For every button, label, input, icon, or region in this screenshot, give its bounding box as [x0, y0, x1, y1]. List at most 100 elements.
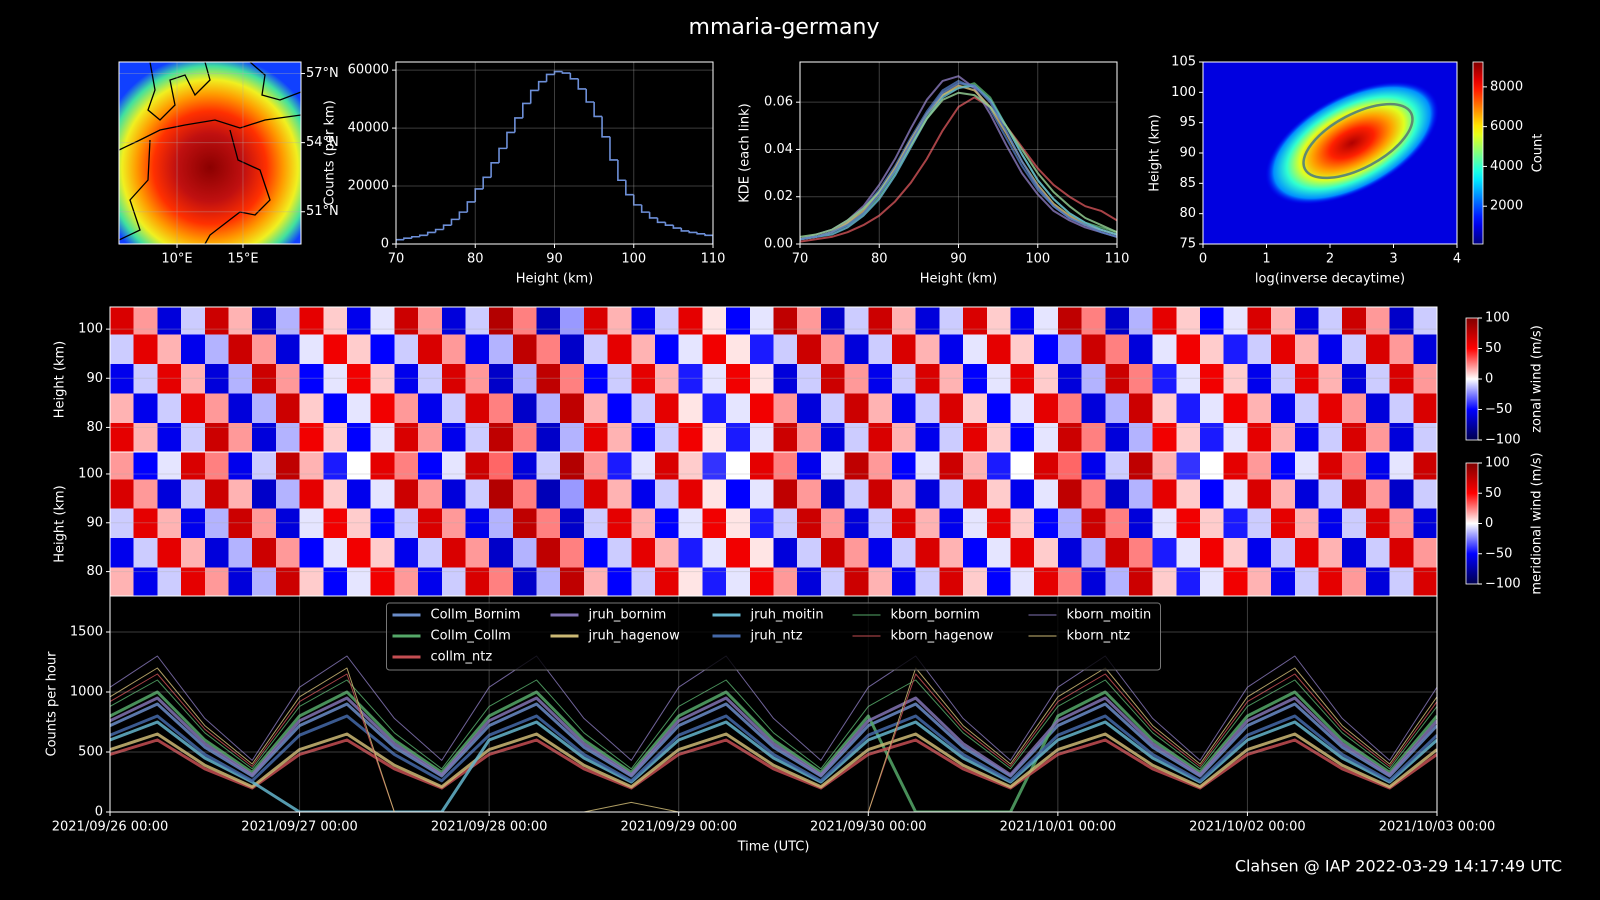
heatmap-cell	[489, 478, 514, 509]
heatmap-cell	[1318, 363, 1343, 394]
heatmap-cell	[939, 452, 964, 480]
legend-label: kborn_hagenow	[891, 629, 994, 644]
series-line	[800, 91, 1117, 238]
heatmap-cell	[891, 334, 917, 365]
heatmap-cell	[1271, 393, 1296, 424]
histogram-bin	[537, 80, 547, 91]
heatmap-cell	[726, 393, 751, 424]
y-tick-label: 54°N	[306, 135, 339, 150]
heatmap-cell	[1247, 422, 1272, 452]
plot-area	[110, 307, 1437, 452]
heatmap-cell	[607, 334, 632, 365]
heatmap-cell	[536, 393, 561, 424]
heatmap-cell	[181, 334, 206, 365]
heatmap-cell	[1389, 422, 1414, 452]
heatmap-cell	[868, 422, 893, 452]
histogram-bin	[545, 73, 555, 82]
heatmap-cell	[915, 307, 940, 335]
heatmap-cell	[1105, 307, 1130, 335]
heatmap-cell	[1342, 334, 1367, 365]
heatmap-cell	[346, 363, 372, 394]
heatmap-cell	[773, 478, 798, 509]
heatmap-cell	[678, 452, 704, 480]
heatmap-cell	[583, 307, 609, 335]
heatmap-cell	[702, 363, 727, 394]
axes: 70 80 90 100 110 0.00 0.02 0.04 0.06 Height (km) K…	[738, 61, 1129, 287]
heatmap-cell	[1010, 334, 1035, 365]
heatmap-cell	[133, 422, 158, 452]
heatmap-cell	[252, 566, 277, 596]
heatmap-cell	[583, 334, 609, 365]
heatmap-cell	[1176, 452, 1201, 480]
x-tick-label: 2	[1326, 252, 1334, 267]
heatmap-cell	[702, 393, 727, 424]
heatmap-cell	[323, 422, 348, 452]
y-tick-label: 80	[86, 420, 103, 435]
heatmap-cell	[1176, 363, 1201, 394]
heatmap-cell	[323, 478, 348, 509]
heatmap-cell	[299, 393, 324, 424]
density-contour	[1302, 102, 1414, 180]
histogram-bin	[474, 188, 484, 202]
y-axis-label: Height (km)	[1148, 114, 1163, 191]
heatmap-cell	[370, 478, 395, 509]
heatmap-cell	[773, 452, 798, 480]
heatmap-cell	[678, 566, 704, 596]
heatmap-cell	[323, 537, 348, 568]
y-tick-label: 60000	[348, 63, 389, 78]
heatmap-cell	[133, 307, 158, 335]
series-line	[110, 673, 1437, 812]
histogram-bin	[577, 78, 587, 90]
heatmap-cell	[986, 478, 1012, 509]
heatmap-cell	[536, 478, 561, 509]
heatmap-cell	[631, 452, 656, 480]
heatmap-cell	[773, 363, 798, 394]
heatmap-cell	[489, 537, 514, 568]
histogram-bin	[434, 228, 444, 233]
heatmap-cell	[489, 363, 514, 394]
heatmap-cell	[1294, 566, 1320, 596]
heatmap-cell	[986, 566, 1012, 596]
heatmap-cell	[939, 307, 964, 335]
heatmap-cell	[773, 422, 798, 452]
heatmap-cell	[465, 566, 490, 596]
heatmap-cell	[441, 393, 467, 424]
x-tick-label: 80	[467, 252, 484, 267]
histogram-bin	[396, 238, 404, 244]
histogram-bin	[569, 73, 579, 80]
histogram-bin	[458, 211, 468, 220]
y-axis-label: Counts per hour	[45, 651, 60, 757]
y-tick-label: 20000	[348, 179, 389, 194]
heatmap-cell	[1294, 334, 1320, 365]
x-tick-label: 0	[1199, 252, 1207, 267]
y-axis-label: KDE (each link)	[738, 103, 753, 203]
series-line	[110, 655, 1437, 761]
heatmap-cell	[655, 363, 680, 394]
heatmap-cell	[536, 566, 561, 596]
heatmap-cell	[1365, 566, 1391, 596]
heatmap-cell	[1318, 508, 1343, 539]
heatmap-cell	[891, 478, 917, 509]
heatmap-cell	[939, 537, 964, 568]
heatmap-cell	[489, 307, 514, 335]
heatmap-cell	[986, 508, 1012, 539]
heatmap-cell	[1081, 566, 1106, 596]
heatmap-cell	[655, 537, 680, 568]
heatmap-cell	[915, 422, 940, 452]
heatmap-cell	[489, 452, 514, 480]
x-tick-label: 2021/09/30 00:00	[810, 820, 927, 835]
y-tick-label: 90	[86, 515, 103, 530]
histogram-bin	[672, 225, 682, 229]
heatmap-cell	[1413, 452, 1437, 480]
heatmap-cell	[749, 393, 775, 424]
heatmap-cell	[394, 334, 419, 365]
heatmap-cell	[394, 422, 419, 452]
heatmap-cell	[868, 334, 893, 365]
heatmap-cell	[1318, 566, 1343, 596]
plot-area	[800, 75, 1117, 243]
heatmap-cell	[465, 478, 490, 509]
heatmap-cell	[1176, 393, 1201, 424]
heatmap-cell	[1389, 307, 1414, 335]
heatmap-cell	[1247, 537, 1272, 568]
